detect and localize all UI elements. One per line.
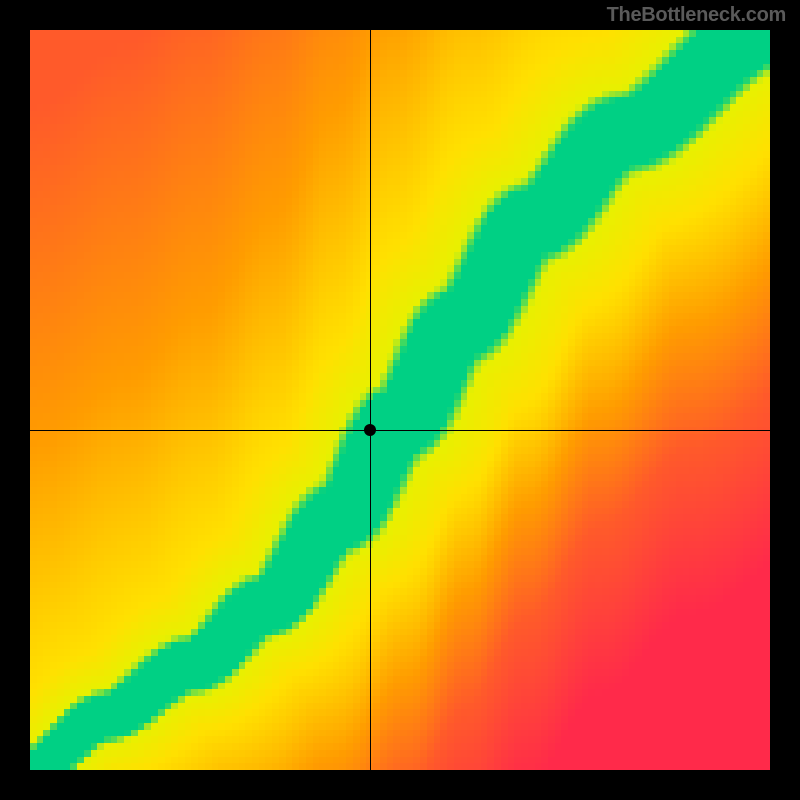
heatmap-plot bbox=[30, 30, 770, 770]
crosshair-vertical bbox=[370, 30, 371, 770]
watermark-text: TheBottleneck.com bbox=[607, 4, 786, 27]
data-point-marker bbox=[364, 424, 376, 436]
heatmap-grid bbox=[30, 30, 770, 770]
crosshair-horizontal bbox=[30, 430, 770, 431]
